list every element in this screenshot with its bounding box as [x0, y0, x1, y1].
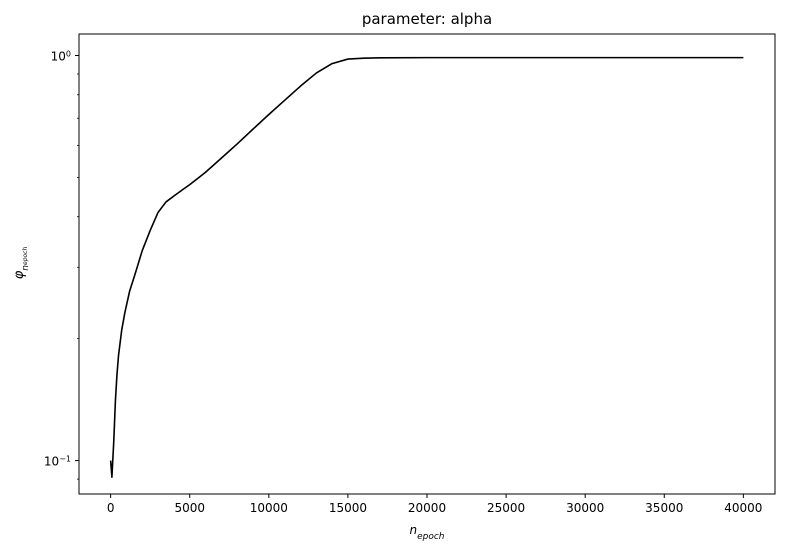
x-tick-label: 20000	[408, 501, 446, 515]
y-tick-label: 10−1	[44, 454, 71, 469]
x-tick-label: 0	[107, 501, 115, 515]
x-tick-label: 30000	[566, 501, 604, 515]
y-axis: 10−1 100	[44, 49, 79, 480]
x-tick-label: 15000	[329, 501, 367, 515]
y-axis-label: φnepoch	[12, 247, 31, 280]
series-line-0	[109, 56, 744, 478]
x-axis: 0 5000 10000 15000 20000 25000 30000 35000 40000	[107, 494, 762, 515]
x-axis-label: nepoch	[409, 523, 444, 542]
x-tick-label: 35000	[645, 501, 683, 515]
x-tick-label: 25000	[487, 501, 525, 515]
x-tick-label: 5000	[174, 501, 205, 515]
chart-title: parameter: alpha	[362, 10, 492, 28]
y-tick-label: 100	[51, 49, 71, 64]
x-tick-label: 10000	[250, 501, 288, 515]
series-layer	[109, 56, 744, 478]
x-tick-label: 40000	[724, 501, 762, 515]
